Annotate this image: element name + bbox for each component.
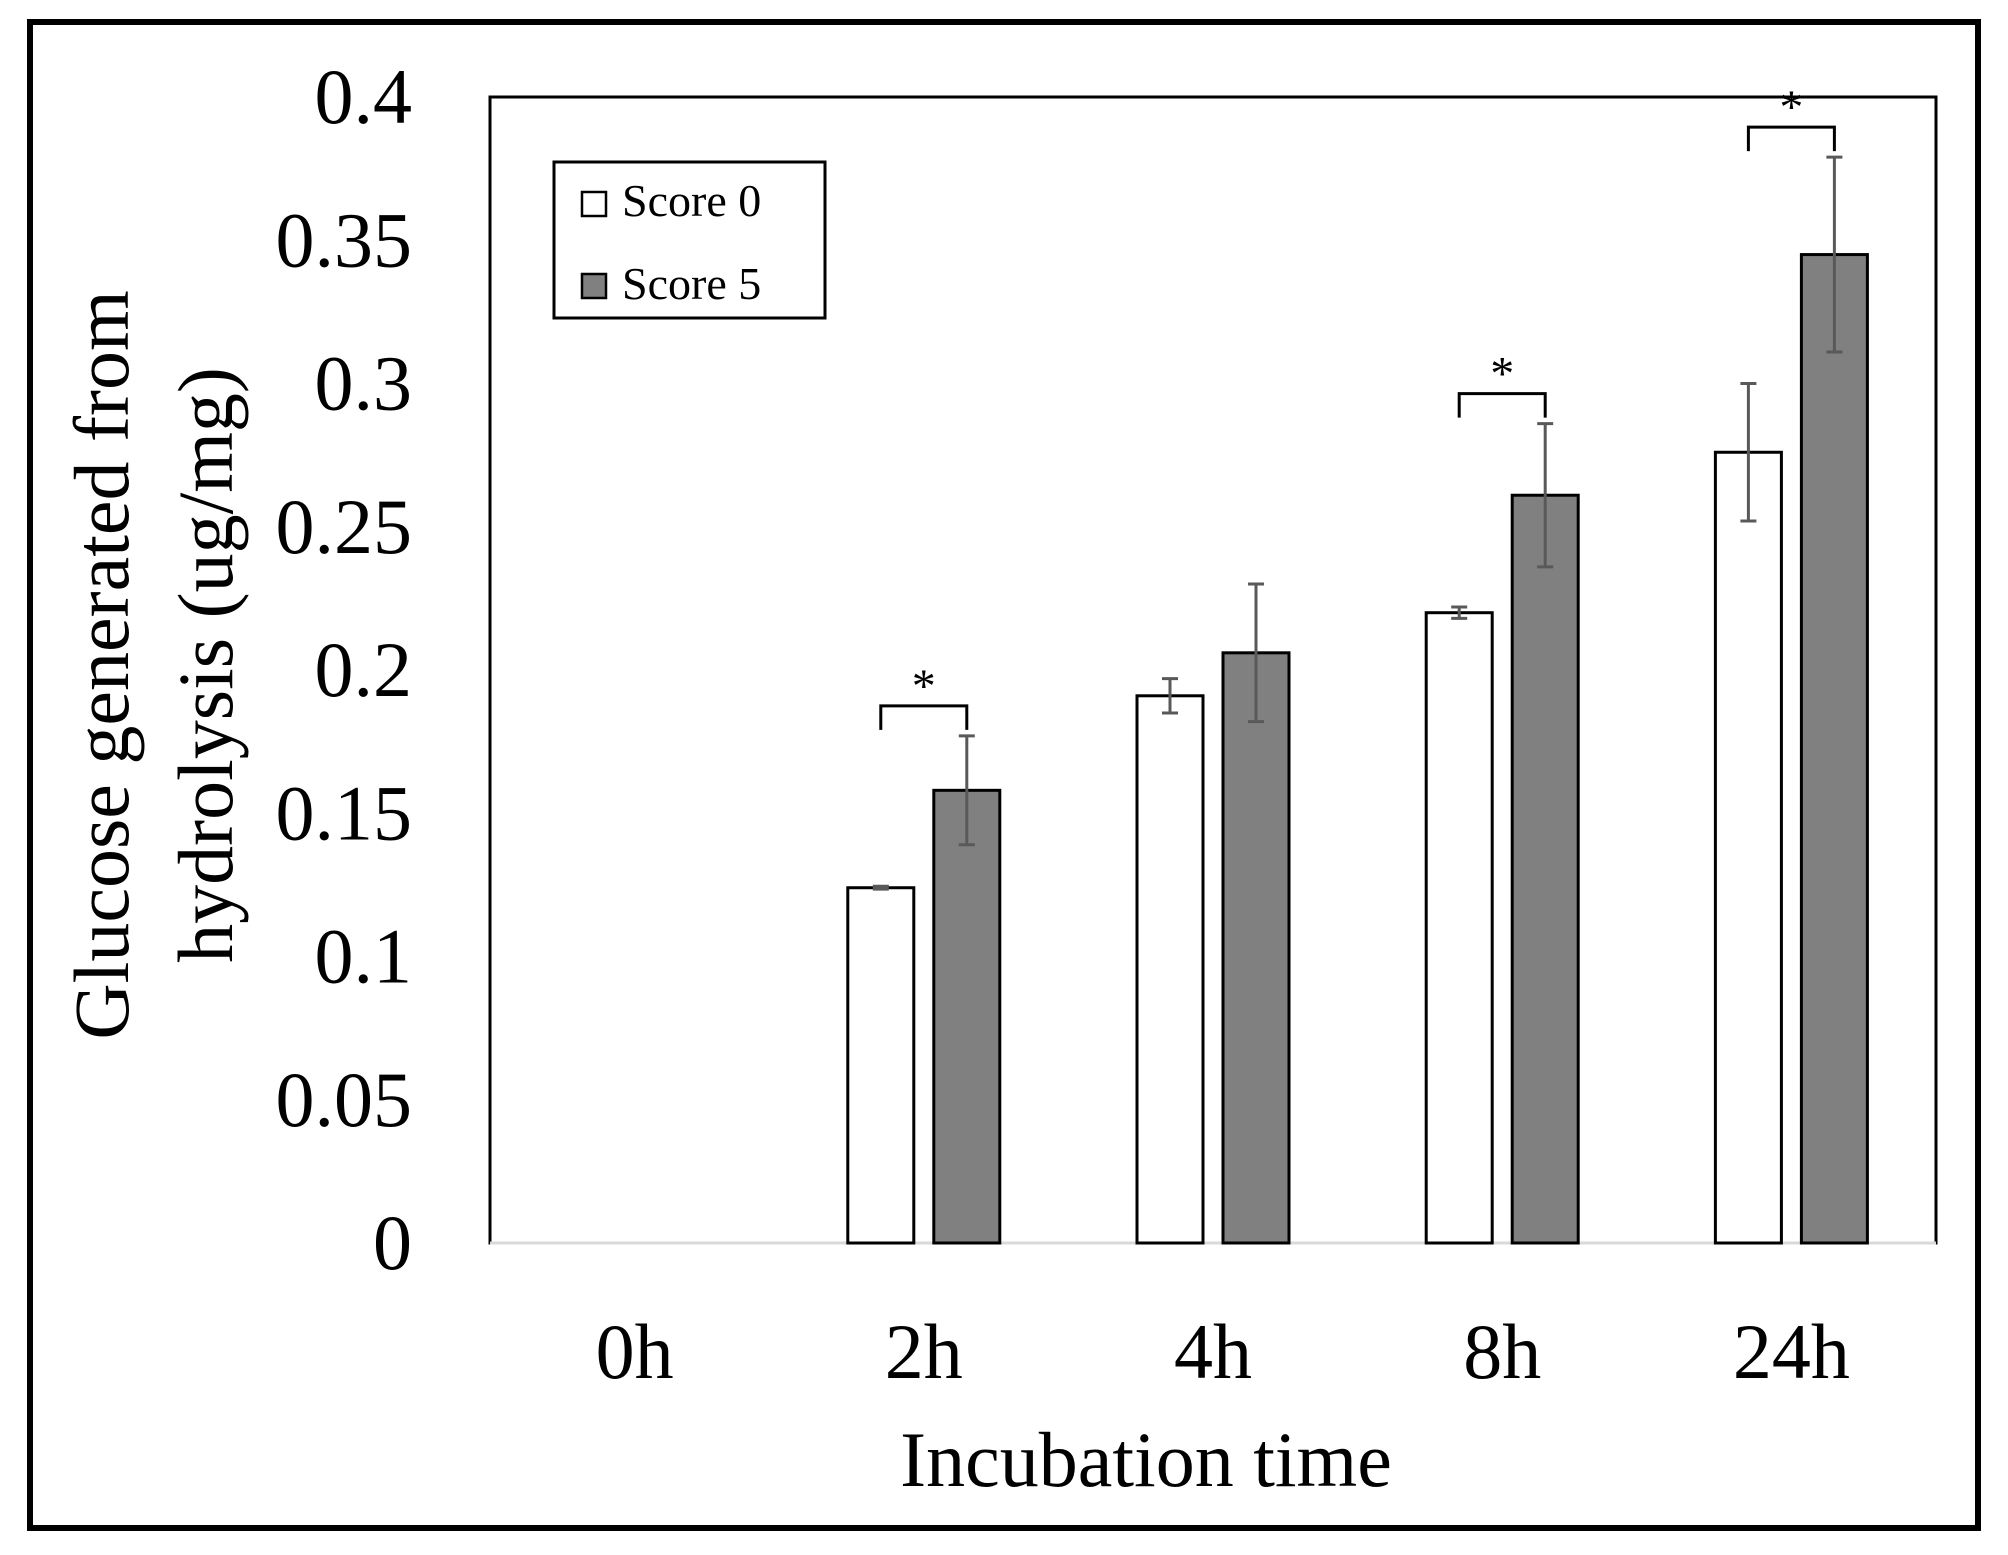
outer-frame xyxy=(27,19,1981,1531)
significance-bracket-8h xyxy=(1457,392,1547,418)
bar-score-5-2h xyxy=(932,788,1002,1245)
x-tick-label-8h: 8h xyxy=(1463,1308,1541,1395)
legend-label-score-0: Score 0 xyxy=(622,175,761,226)
x-tick-labels: 0h 2h 4h 8h 24h xyxy=(596,1308,1850,1395)
legend-swatch-score-0 xyxy=(580,190,608,218)
bar-score-0-8h xyxy=(1424,611,1494,1245)
significance-bracket-2h xyxy=(879,704,969,730)
bar-score-0-24h xyxy=(1713,450,1783,1245)
y-tick-label-0: 0 xyxy=(373,1199,412,1286)
bar-score-5-8h xyxy=(1510,493,1580,1245)
error-bar-score-0-4h xyxy=(1162,677,1178,715)
significance-star-2h: * xyxy=(912,660,936,713)
error-bar-score-0-8h xyxy=(1451,605,1468,620)
y-tick-label-0.4: 0.4 xyxy=(315,53,413,140)
bars-layer xyxy=(846,253,1869,1245)
error-bar-score-5-24h xyxy=(1826,155,1843,354)
bar-score-0-4h xyxy=(1135,694,1205,1245)
y-tick-label-0.2: 0.2 xyxy=(315,626,413,713)
x-axis-title: Incubation time xyxy=(900,1416,1392,1503)
bar-score-5-4h xyxy=(1221,651,1291,1245)
y-tick-label-0.15: 0.15 xyxy=(276,769,413,856)
y-tick-label-0.35: 0.35 xyxy=(276,196,413,283)
y-axis-title-line-2: hydrolysis (ug/mg) xyxy=(162,367,249,963)
x-tick-label-0h: 0h xyxy=(596,1308,674,1395)
error-bar-score-0-2h xyxy=(872,884,889,891)
error-bar-score-5-8h xyxy=(1537,422,1554,569)
x-tick-label-4h: 4h xyxy=(1174,1308,1252,1395)
significance-star-8h: * xyxy=(1490,348,1514,401)
error-bar-score-0-24h xyxy=(1740,382,1757,523)
error-bar-score-5-2h xyxy=(958,734,975,847)
y-tick-label-0.1: 0.1 xyxy=(315,913,413,1000)
legend-swatch-score-5 xyxy=(580,272,608,300)
bar-score-0-2h xyxy=(846,886,916,1245)
error-bar-score-5-4h xyxy=(1248,582,1264,724)
legend-label-score-5: Score 5 xyxy=(622,258,761,309)
y-tick-label-0.3: 0.3 xyxy=(315,340,413,427)
significance-layer: * * * xyxy=(879,81,1836,730)
error-bars-layer xyxy=(872,155,1843,891)
bar-score-5-24h xyxy=(1799,253,1869,1245)
y-tick-labels: 0 0.05 0.1 0.15 0.2 0.25 0.3 0.35 0.4 xyxy=(276,53,413,1286)
y-axis-title-line-1: Glucose generated from xyxy=(58,290,145,1039)
significance-star-24h: * xyxy=(1779,81,1803,134)
y-tick-label-0.25: 0.25 xyxy=(276,483,413,570)
x-tick-label-2h: 2h xyxy=(885,1308,963,1395)
legend: Score 0 Score 5 xyxy=(552,160,827,320)
y-tick-label-0.05: 0.05 xyxy=(276,1056,413,1143)
significance-bracket-24h xyxy=(1746,125,1836,152)
x-tick-label-24h: 24h xyxy=(1733,1308,1850,1395)
